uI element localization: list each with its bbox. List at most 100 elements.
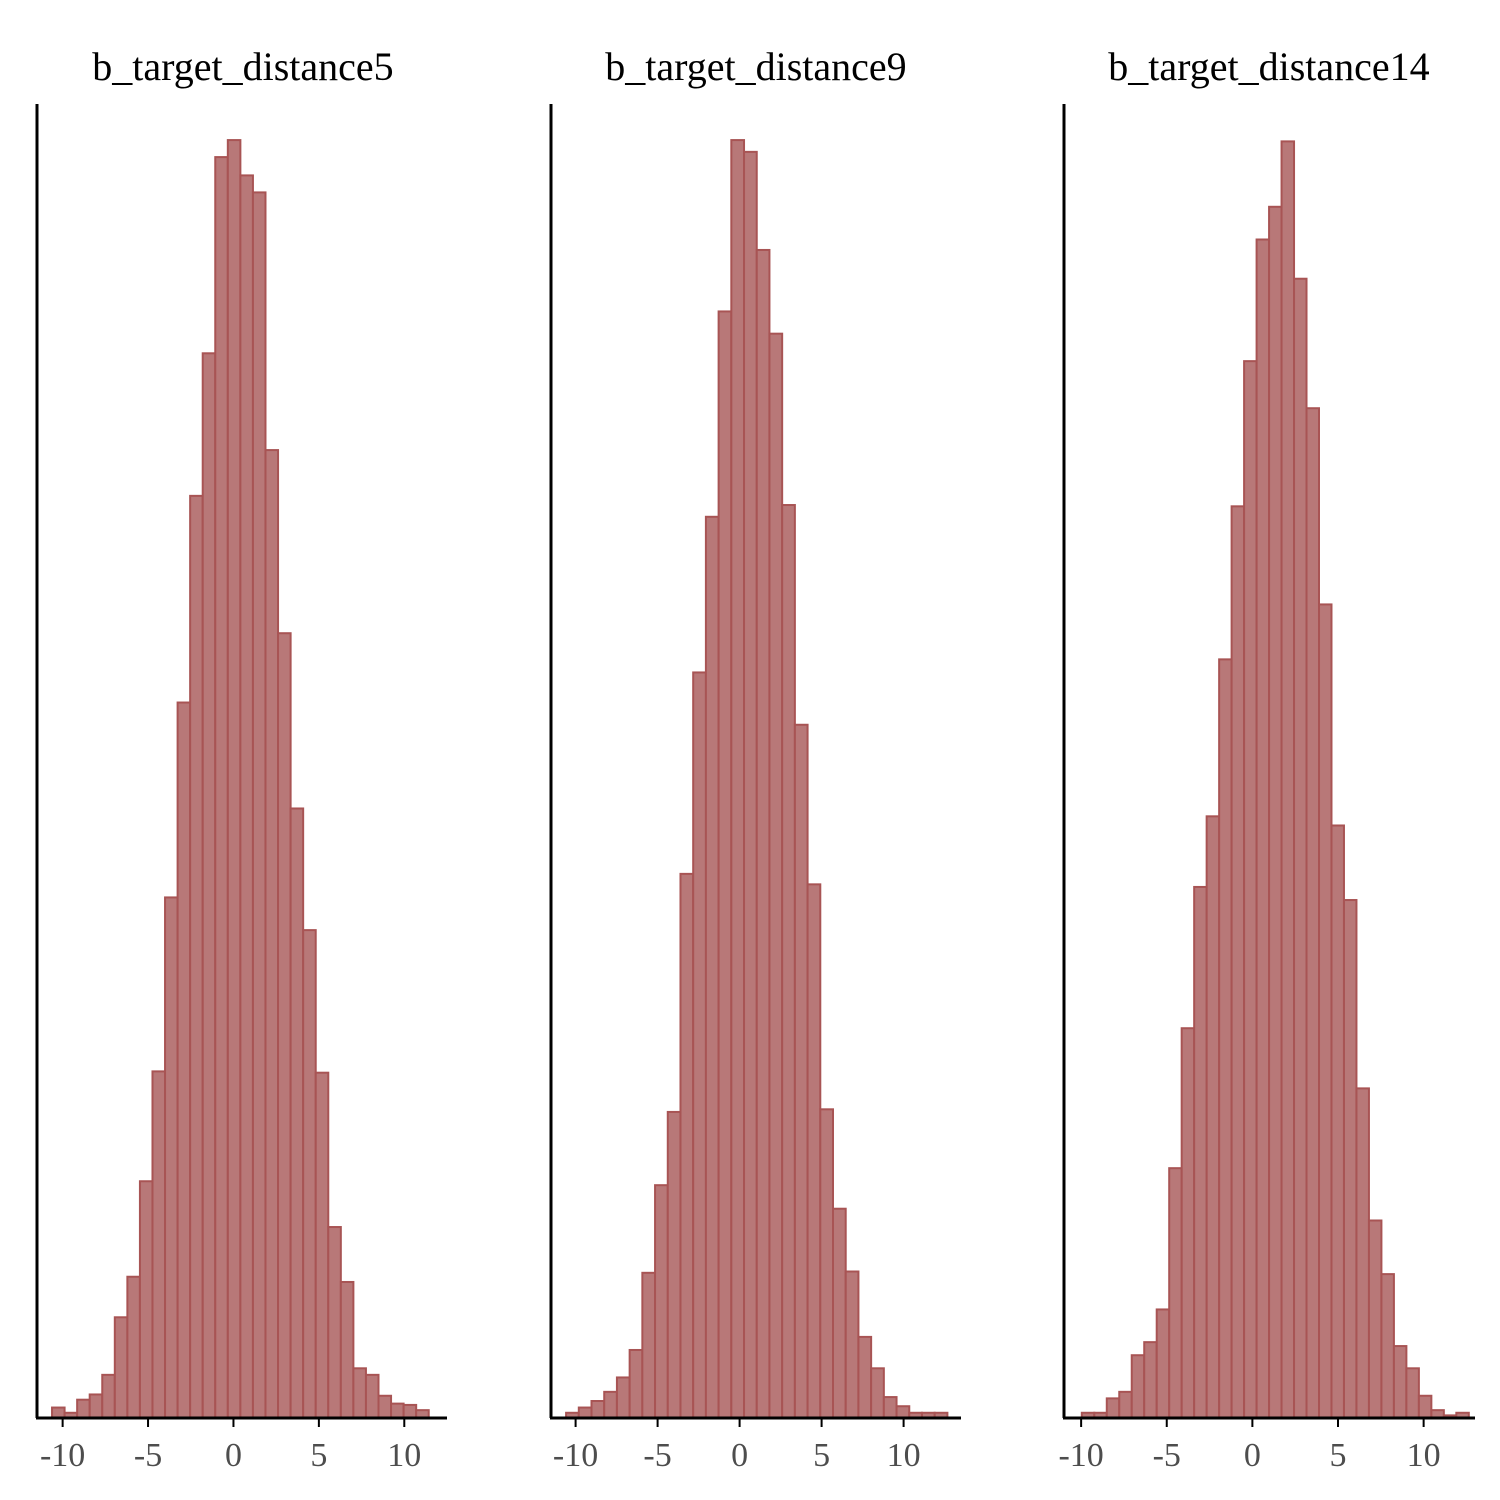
x-tick-label: -10 — [1058, 1437, 1103, 1474]
x-tick-label: -10 — [553, 1437, 598, 1474]
histogram-bar — [201, 352, 217, 1419]
histogram-bar — [1405, 1367, 1420, 1420]
histogram-bar — [819, 1108, 834, 1420]
histogram-bar — [76, 1398, 91, 1419]
x-tick-label: 10 — [1407, 1437, 1441, 1474]
histogram-bar — [666, 1110, 682, 1420]
histogram-bar — [377, 1394, 393, 1420]
histogram-bar — [1155, 1308, 1171, 1419]
histogram-bar — [126, 1275, 141, 1419]
histogram-bar — [882, 1396, 898, 1419]
histogram-bar — [1255, 238, 1271, 1420]
histogram-bar — [1392, 1345, 1408, 1420]
histogram-bar — [832, 1207, 847, 1419]
histogram-bar — [113, 1316, 129, 1420]
x-tick-label: 10 — [387, 1437, 421, 1474]
histogram-bar — [302, 929, 317, 1419]
histogram-bar — [1318, 603, 1333, 1419]
histogram-bar — [1355, 1087, 1370, 1419]
histogram-bar — [1143, 1341, 1158, 1420]
histogram-bar — [1118, 1390, 1133, 1419]
x-axis-ticks: -10 -5 0 5 10 — [40, 1418, 421, 1474]
x-tick-label: 0 — [1244, 1437, 1261, 1474]
histogram-bar — [692, 671, 707, 1419]
panel-b-target-distance14: b_target_distance14 -10 -5 0 5 10 — [1058, 44, 1475, 1474]
histogram-bar — [327, 1226, 342, 1420]
histogram-bar — [239, 174, 254, 1419]
histogram-bar — [251, 191, 267, 1419]
x-tick-label: 10 — [887, 1437, 921, 1474]
x-tick-label: 0 — [225, 1437, 242, 1474]
histogram-bar — [1367, 1219, 1383, 1419]
x-tick-label: -5 — [1153, 1437, 1181, 1474]
bar-group — [565, 139, 949, 1420]
histogram-bar — [1305, 407, 1321, 1420]
panel-title: b_target_distance14 — [1108, 44, 1429, 89]
histogram-bar — [755, 248, 771, 1420]
histogram-bar — [1230, 505, 1246, 1419]
histogram-bar — [615, 1376, 631, 1419]
panel-b-target-distance5: b_target_distance5 -10 -5 0 5 10 — [35, 44, 447, 1474]
histogram-bar — [590, 1400, 606, 1419]
histogram-bar — [641, 1271, 657, 1420]
histogram-bar — [603, 1390, 618, 1419]
x-tick-label: -5 — [134, 1437, 162, 1474]
histogram-bar — [1280, 140, 1296, 1419]
histogram-bar — [730, 139, 746, 1420]
x-tick-label: 0 — [731, 1437, 748, 1474]
histogram-bar — [768, 332, 784, 1419]
x-axis-ticks: -10 -5 0 5 10 — [1058, 1418, 1441, 1474]
histogram-bar — [226, 139, 242, 1420]
histogram-bar — [214, 156, 229, 1420]
histogram-bar — [577, 1406, 593, 1420]
histogram-bar — [844, 1270, 860, 1419]
histogram-bar — [88, 1393, 104, 1419]
x-tick-label: -5 — [643, 1437, 671, 1474]
histogram-bar — [1330, 824, 1345, 1419]
x-tick-label: -10 — [40, 1437, 85, 1474]
histogram-bar — [1243, 360, 1258, 1419]
histogram-bar — [51, 1406, 66, 1420]
x-tick-label: 5 — [1330, 1437, 1347, 1474]
histogram-bar — [352, 1367, 367, 1420]
histogram-bar — [1380, 1273, 1395, 1419]
histogram-bar — [806, 883, 822, 1419]
histogram-bar — [138, 1180, 154, 1419]
histogram-bar — [314, 1071, 330, 1419]
histogram-bar — [1105, 1397, 1121, 1420]
histogram-bar — [1342, 899, 1358, 1419]
histogram-bar — [679, 872, 695, 1419]
histogram-bar — [717, 310, 733, 1419]
histogram-bar — [1130, 1354, 1146, 1419]
bar-group — [51, 139, 430, 1420]
histogram-bar — [164, 896, 179, 1419]
histogram-bar — [1293, 277, 1308, 1420]
histogram-bar — [895, 1405, 911, 1419]
histogram-bar — [1193, 885, 1208, 1419]
bar-group — [1080, 140, 1470, 1420]
histogram-bar — [704, 515, 720, 1419]
histogram-bar — [1205, 815, 1221, 1419]
histogram-bar — [189, 494, 204, 1419]
histogram-bar — [1417, 1394, 1433, 1420]
histogram-bar — [628, 1348, 644, 1419]
x-axis-ticks: -10 -5 0 5 10 — [553, 1418, 921, 1474]
histogram-bar — [1218, 658, 1233, 1419]
panel-b-target-distance9: b_target_distance9 -10 -5 0 5 10 — [549, 44, 961, 1474]
histogram-bar — [339, 1280, 355, 1419]
histogram-bar — [654, 1184, 669, 1420]
histogram-bar — [264, 449, 280, 1419]
histogram-bar — [870, 1367, 885, 1420]
histogram-bar — [402, 1403, 418, 1420]
histogram-bar — [1268, 205, 1283, 1419]
panel-title: b_target_distance5 — [92, 44, 393, 89]
histogram-bar — [176, 701, 192, 1419]
histogram-bar — [289, 807, 305, 1419]
histogram-bar — [101, 1373, 116, 1419]
histogram-bar — [781, 504, 796, 1419]
histogram-bar — [390, 1402, 405, 1419]
x-tick-label: 5 — [310, 1437, 327, 1474]
histogram-bar — [364, 1373, 380, 1419]
histogram-bar — [1180, 1027, 1196, 1419]
